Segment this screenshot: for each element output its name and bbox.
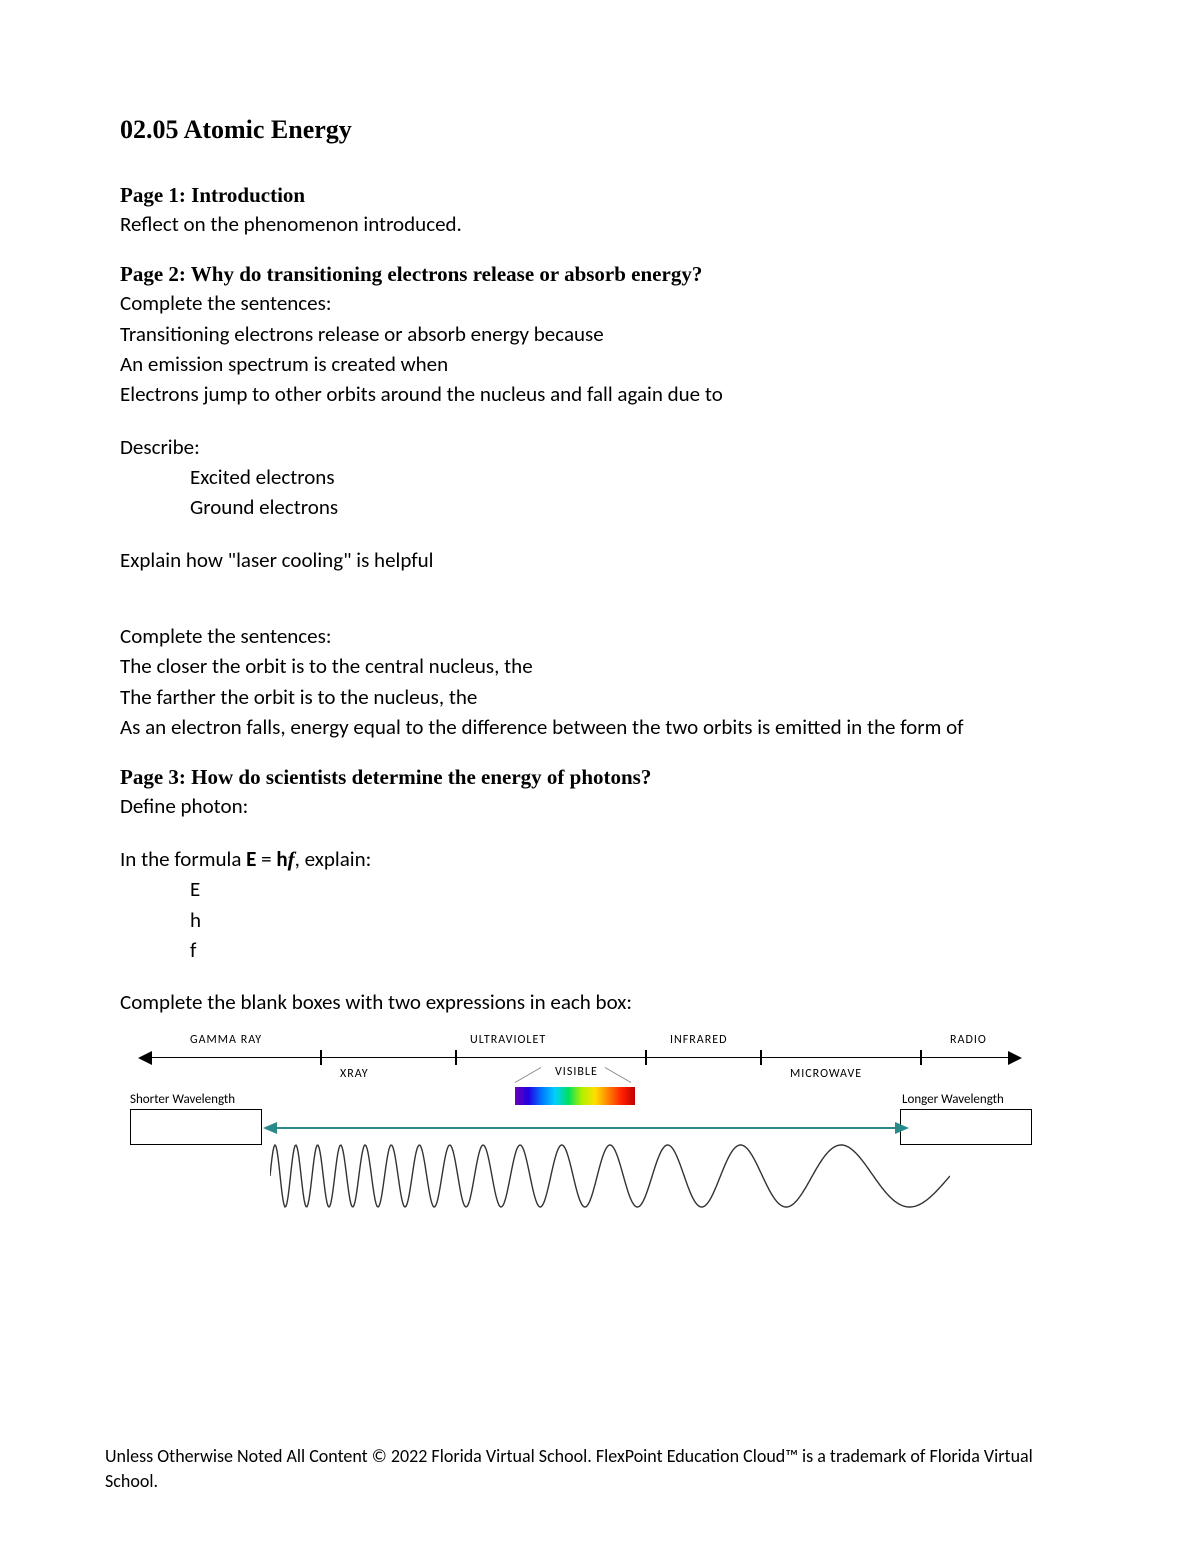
axis-label-visible: VISIBLE <box>555 1065 598 1079</box>
axis-label-gamma: GAMMA RAY <box>190 1033 262 1047</box>
formula-item: h <box>120 906 1080 934</box>
section-heading-p1: Page 1: Introduction <box>120 183 1080 208</box>
body-text: In the formula <box>120 846 246 872</box>
body-text: Define photon: <box>120 792 1080 820</box>
body-text: The closer the orbit is to the central n… <box>120 652 1080 680</box>
axis-tick <box>455 1050 457 1065</box>
body-text: Reflect on the phenomenon introduced. <box>120 210 1080 238</box>
formula-var-h: h <box>190 907 201 933</box>
arrow-right-icon <box>1008 1051 1022 1065</box>
leader-line <box>515 1067 541 1083</box>
section-heading-p3: Page 3: How do scientists determine the … <box>120 765 1080 790</box>
formula-var-f: f <box>190 937 196 963</box>
wave-icon <box>270 1141 950 1211</box>
axis-label-infrared: INFRARED <box>670 1033 728 1047</box>
body-text: Complete the sentences: <box>120 622 1080 650</box>
arrow-right-icon <box>895 1122 909 1134</box>
formula-item: E <box>120 875 1080 903</box>
section-heading-p2: Page 2: Why do transitioning electrons r… <box>120 262 1080 287</box>
body-text: Ground electrons <box>120 493 1080 521</box>
label-shorter-wavelength: Shorter Wavelength <box>130 1092 235 1107</box>
arrow-left-icon <box>138 1051 152 1065</box>
blank-box-right[interactable] <box>900 1109 1032 1145</box>
formula-var-h: h <box>276 846 287 872</box>
formula-var-E: E <box>190 876 200 902</box>
body-text: , explain: <box>295 846 372 872</box>
body-text: An emission spectrum is created when <box>120 350 1080 378</box>
body-text: Excited electrons <box>120 463 1080 491</box>
formula-var-E: E <box>246 846 256 872</box>
axis-label-radio: RADIO <box>950 1033 987 1047</box>
body-text: Explain how "laser cooling" is helpful <box>120 546 1080 574</box>
body-text: The farther the orbit is to the nucleus,… <box>120 683 1080 711</box>
formula-var-f: f <box>288 847 295 871</box>
label-longer-wavelength: Longer Wavelength <box>902 1092 1004 1107</box>
axis-label-microwave: MICROWAVE <box>790 1067 862 1081</box>
body-text: Describe: <box>120 433 1080 461</box>
body-text: As an electron falls, energy equal to th… <box>120 713 1080 741</box>
formula-item: f <box>120 936 1080 964</box>
em-spectrum-diagram: GAMMA RAY ULTRAVIOLET INFRARED RADIO XRA… <box>120 1037 1040 1247</box>
axis-tick <box>645 1050 647 1065</box>
axis-label-ultraviolet: ULTRAVIOLET <box>470 1033 546 1047</box>
formula-line: In the formula E = hf, explain: <box>120 845 1080 873</box>
axis-tick <box>760 1050 762 1065</box>
body-text: Electrons jump to other orbits around th… <box>120 380 1080 408</box>
range-line <box>275 1127 895 1130</box>
document-page: 02.05 Atomic Energy Page 1: Introduction… <box>0 0 1200 1553</box>
body-text: Complete the blank boxes with two expres… <box>120 988 1080 1016</box>
axis-tick <box>320 1050 322 1065</box>
body-text: Transitioning electrons release or absor… <box>120 320 1080 348</box>
axis-label-xray: XRAY <box>340 1067 369 1081</box>
footer-text: Unless Otherwise Noted All Content © 202… <box>105 1444 1080 1493</box>
visible-spectrum-bar <box>515 1087 635 1105</box>
blank-box-left[interactable] <box>130 1109 262 1145</box>
axis-tick <box>920 1050 922 1065</box>
spectrum-axis <box>150 1057 1010 1059</box>
body-text: = <box>256 846 276 872</box>
body-text: Complete the sentences: <box>120 289 1080 317</box>
leader-line <box>605 1067 631 1083</box>
page-title: 02.05 Atomic Energy <box>120 115 1080 145</box>
